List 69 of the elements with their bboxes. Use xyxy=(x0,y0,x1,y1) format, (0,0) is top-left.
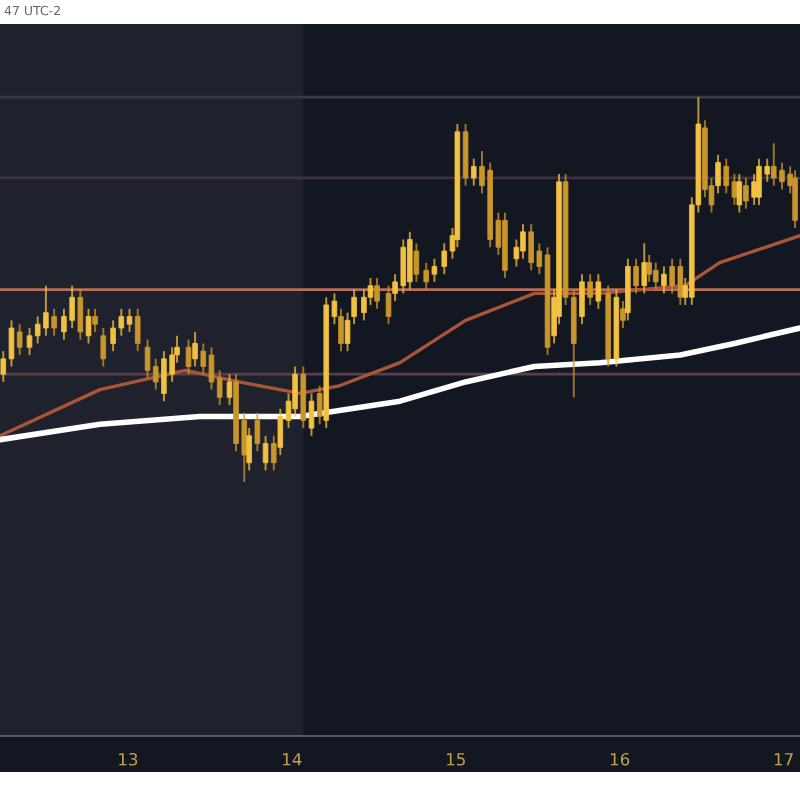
candlestick xyxy=(8,319,15,368)
candlestick xyxy=(723,157,729,195)
candlestick xyxy=(731,173,738,206)
candlestick xyxy=(185,338,192,376)
candlestick xyxy=(792,169,798,229)
candlestick xyxy=(144,338,151,380)
candlestick xyxy=(423,261,429,291)
candlestick xyxy=(756,157,762,206)
candlestick xyxy=(110,319,116,353)
candlestick xyxy=(254,411,261,453)
x-tick-label: 17 xyxy=(774,753,793,766)
candlestick xyxy=(595,273,602,310)
candlestick xyxy=(677,257,684,306)
candlestick xyxy=(407,230,413,291)
candlestick xyxy=(441,242,448,276)
candlestick xyxy=(779,161,785,191)
candlestick xyxy=(300,365,307,430)
candlestick xyxy=(743,176,749,210)
x-tick-label: 16 xyxy=(610,752,630,766)
candlestick xyxy=(431,257,438,283)
candlestick xyxy=(579,273,585,326)
candlestick xyxy=(271,434,277,472)
candlestick xyxy=(208,346,215,391)
candlestick xyxy=(277,407,284,457)
candlestick xyxy=(641,242,648,295)
x-tick-label: 13 xyxy=(119,752,138,766)
candlestick xyxy=(652,261,659,291)
candlestick xyxy=(400,238,407,295)
candlestick xyxy=(528,223,534,272)
candlestick xyxy=(625,257,631,322)
candlestick xyxy=(126,307,133,333)
candlestick xyxy=(736,173,743,214)
candlestick xyxy=(192,330,198,368)
candlestick xyxy=(308,392,315,437)
candlestick xyxy=(92,307,98,333)
candlestick xyxy=(316,384,323,426)
candlestick xyxy=(161,350,167,403)
candlestick xyxy=(669,257,675,295)
candlestick xyxy=(374,277,380,310)
candlestick xyxy=(715,153,721,195)
candlestick xyxy=(43,284,49,337)
candlestick xyxy=(471,157,477,187)
candlestick xyxy=(385,284,392,326)
candlestick xyxy=(462,123,469,187)
candlestick xyxy=(51,307,57,337)
candlestick xyxy=(100,327,107,368)
candlestick xyxy=(661,265,667,295)
candlestick xyxy=(338,307,344,353)
candlestick xyxy=(246,427,252,472)
candlestick xyxy=(77,288,84,341)
candlestick xyxy=(646,253,652,283)
candlestick xyxy=(34,315,41,345)
x-tick-label: 15 xyxy=(446,753,465,766)
candlestick xyxy=(26,327,33,356)
candlestick xyxy=(200,342,207,376)
candlestick xyxy=(226,373,233,406)
candlestick xyxy=(771,142,777,187)
candlestick xyxy=(413,242,420,283)
candlestick xyxy=(587,273,593,306)
candlestick xyxy=(16,323,23,356)
candlestick xyxy=(69,284,75,330)
candlestick xyxy=(262,434,269,472)
candlestick xyxy=(620,300,626,330)
candlestick xyxy=(520,223,526,260)
candlestick xyxy=(118,307,125,337)
candlestick xyxy=(134,307,141,353)
candlestick xyxy=(85,307,92,345)
x-tick-label: 14 xyxy=(283,753,302,766)
candlestick xyxy=(633,257,639,295)
